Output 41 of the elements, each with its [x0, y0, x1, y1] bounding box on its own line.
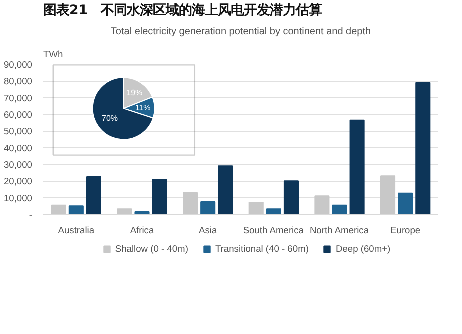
data-label: 11% — [135, 104, 151, 113]
x-tick-label: North America — [310, 226, 370, 236]
bar — [380, 176, 396, 214]
bar — [200, 202, 216, 214]
bar — [68, 206, 84, 214]
bar — [314, 196, 330, 214]
bar — [218, 166, 234, 214]
x-tick-label: Europe — [390, 226, 421, 236]
bar — [86, 176, 102, 214]
legend-label: Transitional (40 - 60m) — [215, 244, 309, 254]
y-tick-label: 90,000 — [4, 60, 32, 70]
y-tick-label: 10,000 — [4, 193, 32, 204]
x-tick-label: South America — [243, 226, 305, 236]
legend-label: Deep (60m+) — [336, 244, 391, 254]
chart-title: 图表21 不同水深区域的海上风电开发潜力估算 — [44, 4, 322, 18]
bar — [416, 82, 431, 214]
y-tick-label: 80,000 — [4, 76, 32, 87]
bar — [248, 202, 264, 214]
chart-subtitle: Total electricity generation potential by continent and depth — [110, 26, 372, 38]
data-label: 70% — [102, 114, 118, 124]
bar — [51, 204, 66, 214]
y-axis-title: TWh — [44, 50, 64, 60]
bar — [350, 120, 365, 214]
y-tick-label: 60,000 — [4, 110, 32, 120]
bar — [117, 208, 132, 214]
y-tick-label: 40,000 — [4, 143, 32, 154]
bar — [266, 208, 282, 214]
y-tick-label: 70,000 — [4, 93, 32, 104]
legend-label: Shallow (0 - 40m) — [115, 244, 188, 254]
bar — [284, 180, 299, 214]
y-tick-label: - — [29, 210, 33, 220]
bar — [332, 204, 348, 214]
y-tick-label: 30,000 — [4, 160, 32, 170]
bar — [183, 192, 198, 214]
bar — [152, 179, 168, 214]
y-tick-label: 20,000 — [4, 176, 32, 187]
x-tick-label: Australia — [58, 226, 96, 236]
y-tick-label: 50,000 — [4, 126, 32, 137]
bar — [398, 192, 414, 214]
x-tick-label: Africa — [130, 226, 155, 236]
x-tick-label: Asia — [199, 226, 218, 236]
